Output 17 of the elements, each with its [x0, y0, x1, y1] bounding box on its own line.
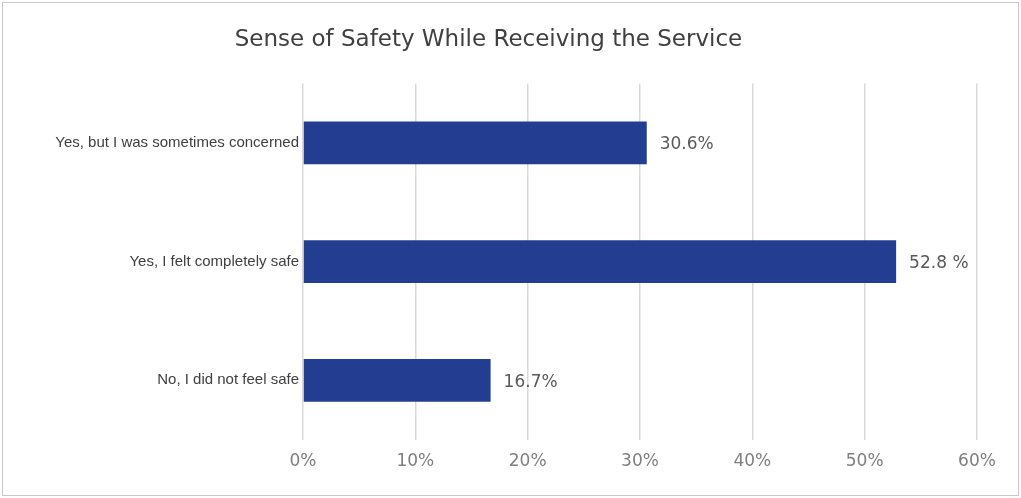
x-tick-label: 50% — [845, 450, 884, 471]
x-tick-label: 0% — [289, 450, 317, 471]
data-label: 16.7% — [503, 370, 558, 391]
x-tick-label: 60% — [958, 450, 996, 471]
chart-title: Sense of Safety While Receiving the Service — [234, 24, 743, 51]
data-label: 52.8 % — [909, 252, 969, 273]
x-tick-label: 30% — [621, 450, 659, 471]
x-tick-label: 20% — [508, 450, 547, 471]
bar — [303, 358, 491, 402]
y-tick-label: Yes, I felt completely safe — [129, 251, 299, 269]
y-tick-label: No, I did not feel safe — [157, 370, 299, 388]
bar — [303, 240, 897, 283]
bar — [303, 121, 647, 165]
data-label: 30.6% — [659, 133, 714, 154]
x-tick-label: 10% — [396, 450, 435, 471]
y-tick-label: Yes, but I was sometimes concerned — [55, 133, 299, 151]
x-tick-label: 40% — [733, 450, 772, 471]
